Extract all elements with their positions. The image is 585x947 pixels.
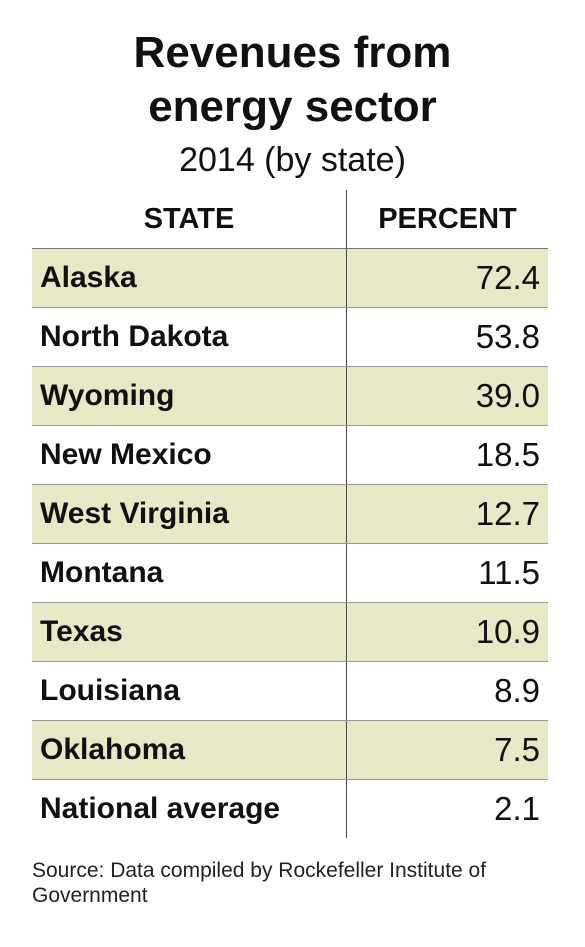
percent-cell: 8.9 xyxy=(494,672,540,709)
table: STATE PERCENT Alaska 72.4 North Dakota 53.8… xyxy=(32,190,548,838)
percent-cell: 72.4 xyxy=(475,259,540,296)
source-note: Source: Data compiled by Rockefeller Ins… xyxy=(32,859,487,907)
state-cell: Montana xyxy=(32,544,347,602)
subtitle: 2014 (by state) xyxy=(179,141,406,179)
percent-cell: 2.1 xyxy=(494,790,540,827)
state-cell: New Mexico xyxy=(32,426,347,484)
table-row: Montana 11.5 xyxy=(32,544,548,603)
state-cell: Oklahoma xyxy=(32,721,347,779)
table-row: Louisiana 8.9 xyxy=(32,662,548,721)
column-header: PERCENT xyxy=(378,202,517,235)
header-row: STATE PERCENT xyxy=(32,190,548,249)
table-row: Texas 10.9 xyxy=(32,603,548,662)
state-cell: North Dakota xyxy=(32,308,347,366)
state-cell: National average xyxy=(32,780,347,838)
table-row: Wyoming 39.0 xyxy=(32,367,548,426)
table-row: North Dakota 53.8 xyxy=(32,308,548,367)
state-cell: Alaska xyxy=(32,249,347,307)
state-cell: Louisiana xyxy=(32,662,347,720)
percent-cell: 7.5 xyxy=(494,731,540,768)
percent-cell: 39.0 xyxy=(475,377,540,414)
state-cell: Texas xyxy=(32,603,347,661)
table-row: West Virginia 12.7 xyxy=(32,485,548,544)
column-header: STATE xyxy=(32,190,347,248)
state-cell: West Virginia xyxy=(32,485,347,543)
percent-cell: 18.5 xyxy=(475,436,540,473)
percent-cell: 53.8 xyxy=(475,318,540,355)
percent-cell: 11.5 xyxy=(478,554,540,591)
title: Revenues from energy sector xyxy=(133,28,452,131)
table-row: New Mexico 18.5 xyxy=(32,426,548,485)
table-row: Oklahoma 7.5 xyxy=(32,721,548,780)
table-row: National average 2.1 xyxy=(32,780,548,838)
percent-cell: 10.9 xyxy=(475,613,540,650)
state-cell: Wyoming xyxy=(32,367,347,425)
table-row: Alaska 72.4 xyxy=(32,249,548,308)
percent-cell: 12.7 xyxy=(475,495,540,532)
